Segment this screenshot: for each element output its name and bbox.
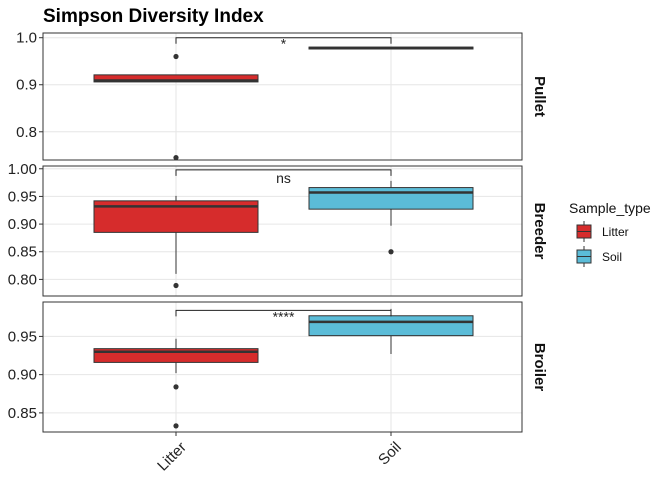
y-tick-label: 0.95: [8, 328, 37, 345]
y-tick-label: 1.0: [16, 30, 37, 47]
panel-strip-label: Broiler: [531, 343, 548, 392]
y-tick-label: 0.90: [8, 367, 37, 384]
legend-label: Litter: [602, 225, 629, 239]
box-soil: [308, 180, 474, 255]
y-tick-label: 0.95: [8, 188, 37, 205]
box-litter: [93, 338, 259, 429]
y-tick-label: 0.8: [16, 124, 37, 141]
chart-title: Simpson Diversity Index: [43, 6, 264, 27]
box-soil: [308, 46, 474, 50]
outlier-point: [173, 423, 179, 429]
y-tick-label: 1.00: [8, 161, 37, 178]
panel-breeder: ns 0.80 0.85 0.90 0.95 1.00 Breeder: [8, 161, 548, 297]
box-iqr: [308, 187, 474, 210]
outlier-point: [173, 384, 179, 390]
y-tick-label: 0.85: [8, 405, 37, 422]
box-litter: [93, 195, 259, 289]
outlier-point: [173, 155, 179, 161]
panel-border: [42, 301, 523, 433]
panel-border: [42, 32, 523, 161]
panel-broiler: **** 0.85 0.90 0.95 Broiler: [8, 301, 548, 433]
box-iqr: [308, 315, 474, 337]
outlier-point: [173, 53, 179, 60]
x-tick-label: Litter: [154, 439, 190, 475]
legend-item-soil: Soil: [576, 246, 622, 267]
x-tick-label: Soil: [375, 439, 405, 469]
significance-bracket: [175, 169, 392, 176]
panel-strip-label: Breeder: [531, 203, 548, 260]
significance-label: *: [281, 36, 287, 52]
significance-bracket: [175, 309, 392, 317]
significance-bracket: [175, 37, 392, 44]
box-iqr: [93, 74, 259, 83]
outlier-point: [388, 249, 394, 255]
box-soil: [308, 308, 474, 354]
legend-item-litter: Litter: [576, 221, 629, 242]
y-tick-label: 0.90: [8, 216, 37, 233]
legend-label: Soil: [602, 250, 622, 264]
x-axis: Litter Soil: [154, 432, 405, 474]
panel-border: [42, 165, 523, 297]
y-tick-label: 0.85: [8, 244, 37, 261]
box-litter: [93, 53, 259, 161]
significance-label: ****: [273, 308, 295, 324]
significance-label: ns: [276, 170, 291, 186]
panel-pullet: * 0.8 0.9 1.0 Pullet: [16, 30, 548, 161]
legend-title: Sample_type: [569, 200, 651, 216]
legend: Sample_type Litter Soil: [569, 200, 651, 267]
panel-strip-label: Pullet: [531, 76, 548, 117]
y-tick-label: 0.9: [16, 77, 37, 94]
panels: * 0.8 0.9 1.0 Pullet ns 0.80 0.85 0.90 0.95 1.00 Br…: [8, 30, 548, 433]
outlier-point: [173, 282, 179, 289]
y-tick-label: 0.80: [8, 271, 37, 288]
